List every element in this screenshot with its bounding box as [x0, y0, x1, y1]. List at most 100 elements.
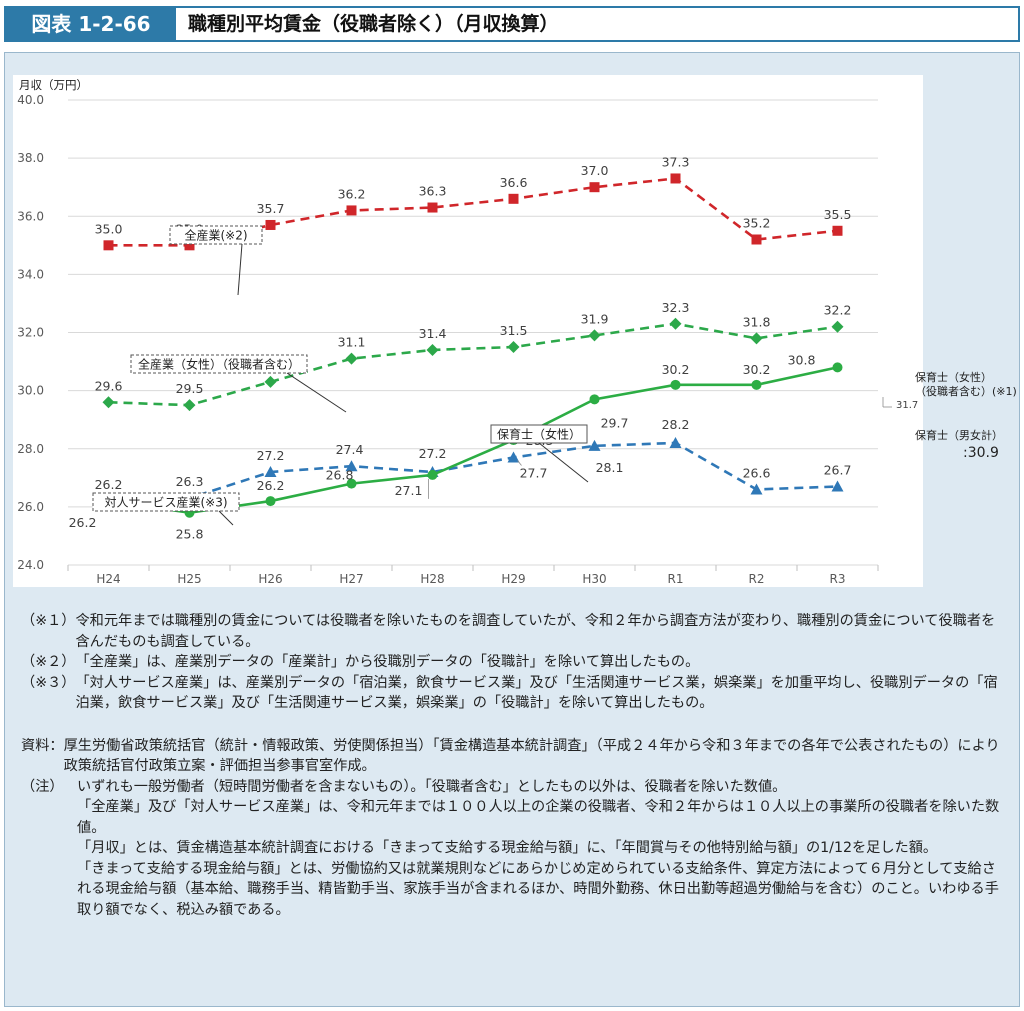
x-tick-label: H29 [501, 572, 525, 586]
y-tick-label: 24.0 [17, 558, 44, 572]
data-label: 35.2 [743, 216, 771, 231]
x-tick-label: H27 [339, 572, 363, 586]
x-tick-label: R3 [830, 572, 846, 586]
data-point-square [265, 219, 276, 230]
data-label: 31.8 [743, 314, 771, 329]
data-label: 27.7 [520, 465, 548, 480]
data-label: 32.3 [662, 300, 690, 315]
data-label: 30.2 [743, 362, 771, 377]
y-tick-label: 34.0 [17, 267, 44, 281]
data-label: 25.8 [176, 527, 204, 542]
legend-all-industry-pointer [237, 243, 243, 296]
figure-number: 図表 1-2-66 [6, 8, 176, 40]
series-line [108, 441, 838, 503]
data-point-diamond [345, 352, 358, 365]
notes-block: （※１） 令和元年までは職種別の賃金については役職者を除いたものを調査していたが… [21, 611, 1006, 920]
annotation-female-incl-value: 31.7 [896, 400, 918, 411]
data-point-diamond [669, 317, 682, 330]
legend-hoikushi-pointer [538, 442, 589, 483]
series-line [108, 366, 838, 515]
legend-all-industry-female-box [130, 354, 308, 374]
data-label: 36.3 [419, 184, 447, 199]
data-point-circle [670, 379, 681, 390]
data-label: 26.8 [326, 468, 354, 483]
data-label: 35.0 [95, 221, 123, 236]
data-point-diamond [588, 329, 601, 342]
note-mark: （※１） [21, 613, 76, 629]
leader-line [517, 460, 522, 466]
x-tick-label: R1 [668, 572, 684, 586]
x-tick-label: H30 [582, 572, 606, 586]
data-point-circle [265, 496, 276, 507]
source-text: 厚生労働省政策統括官（統計・情報政策、労使関係担当）「賃金構造基本統計調査」（平… [63, 737, 1000, 775]
data-label: 36.6 [500, 175, 528, 190]
annotation-male-female-label: 保育士（男女計） [915, 428, 1003, 442]
legend-personal-service-pointer [218, 510, 234, 526]
legend-all-industry-female-pointer [286, 372, 347, 413]
data-point-triangle [588, 439, 601, 451]
annotation-male-female-value: :30.9 [963, 445, 999, 461]
legend-personal-service-text: 対人サービス産業(※3) [104, 495, 227, 510]
y-tick-label: 28.0 [17, 442, 44, 456]
x-tick-label: H24 [96, 572, 120, 586]
y-tick-label: 26.0 [17, 500, 44, 514]
data-point-diamond [102, 396, 115, 409]
memo-note: （注） いずれも一般労働者（短時間労働者を含まないもの）。「役職者含む」としたも… [21, 777, 1006, 921]
data-label: 29.7 [601, 415, 629, 430]
y-tick-label: 40.0 [17, 93, 44, 107]
data-point-square [508, 193, 519, 204]
note-text: 令和元年までは職種別の賃金については役職者を除いたものを調査していたが、令和２年… [75, 613, 996, 650]
memo-line: 「月収」とは、賃金構造基本統計調査における「きまって支給する現金給与額」に、「年… [77, 840, 938, 856]
data-point-circle [346, 478, 357, 489]
data-point-triangle [831, 480, 844, 492]
data-label: 27.2 [419, 446, 447, 461]
data-label: 37.3 [662, 154, 690, 169]
data-label: 29.5 [176, 381, 204, 396]
data-label: 29.6 [95, 378, 123, 393]
data-label: 26.3 [176, 474, 204, 489]
note-2: （※２） 「全産業」は、産業別データの「産業計」から役職別データの「役職計」を除… [21, 652, 1006, 673]
note-1: （※１） 令和元年までは職種別の賃金については役職者を除いたものを調査していたが… [21, 611, 1006, 652]
legend-all-industry-box [169, 225, 263, 245]
data-point-diamond [264, 375, 277, 388]
data-label: 26.2 [69, 515, 97, 530]
data-point-circle [427, 469, 438, 480]
figure-frame: 24.0 26.0 28.0 30.0 32.0 34.0 36.0 38.0 40.0 月収（万… [4, 52, 1020, 1007]
data-point-square [832, 225, 843, 236]
data-point-triangle [507, 451, 520, 463]
data-point-circle [751, 379, 762, 390]
data-label: 27.4 [336, 442, 364, 457]
annotation-female-incl-label-1: 保育士（女性） [915, 370, 992, 384]
data-label: 32.2 [824, 303, 852, 318]
data-label: 26.2 [95, 477, 123, 492]
chart-area: 24.0 26.0 28.0 30.0 32.0 34.0 36.0 38.0 40.0 月収（万… [13, 75, 1017, 587]
data-point-circle [589, 394, 600, 405]
data-label: 27.1 [395, 483, 423, 498]
data-label: 35.5 [824, 207, 852, 222]
data-point-square [103, 240, 114, 251]
memo-lines: いずれも一般労働者（短時間労働者を含まないもの）。「役職者含む」としたもの以外は… [77, 777, 1006, 921]
data-label: 30.8 [788, 352, 816, 367]
note-text: 「全産業」は、産業別データの「産業計」から役職別データの「役職計」を除いて算出し… [75, 654, 700, 670]
data-point-square [346, 205, 357, 216]
data-label: 31.1 [338, 335, 366, 350]
data-point-triangle [750, 483, 763, 495]
data-point-square [184, 240, 195, 251]
data-label: 31.5 [500, 323, 528, 338]
data-point-circle [832, 362, 843, 373]
data-label: 35.7 [257, 201, 285, 216]
data-label: 28.2 [662, 417, 690, 432]
figure-header: 図表 1-2-66 職種別平均賃金（役職者除く）（月収換算） [4, 6, 1020, 42]
data-point-square [670, 173, 681, 184]
x-tick-label: R2 [749, 572, 765, 586]
source-mark: 資料： [21, 737, 64, 754]
legend-all-industry-text: 全産業(※2) [184, 228, 247, 243]
data-point-diamond [183, 399, 196, 412]
data-label: 30.2 [662, 362, 690, 377]
x-tick-label: H25 [177, 572, 201, 586]
legend-hoikushi-text: 保育士（女性） [497, 427, 581, 442]
data-point-diamond [831, 320, 844, 333]
data-label: 26.2 [257, 478, 285, 493]
note-3: （※３） 「対人サービス産業」は、産業別データの「宿泊業，飲食サービス業」及び「… [21, 673, 1006, 714]
data-point-triangle [264, 466, 277, 477]
